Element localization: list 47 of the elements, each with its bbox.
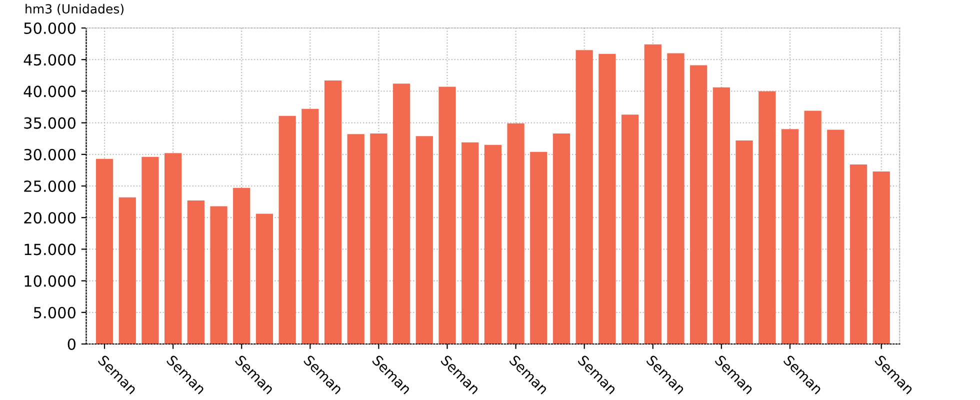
bar (392, 84, 410, 344)
bar (256, 214, 274, 344)
y-tick-label: 10.000 (24, 275, 76, 287)
bar (370, 134, 388, 344)
y-tick-label: 40.000 (24, 86, 76, 98)
bar (758, 91, 776, 344)
bar (804, 110, 822, 344)
bar (233, 188, 250, 344)
bar (507, 123, 524, 344)
bar (576, 50, 593, 344)
bar (462, 142, 479, 344)
y-tick-label: 0 (68, 338, 76, 350)
y-tick-label: 20.000 (24, 212, 76, 224)
bar (438, 86, 456, 344)
bar (164, 153, 182, 344)
bar (484, 144, 502, 344)
bar (827, 130, 844, 344)
bar (872, 171, 890, 344)
bar (416, 136, 433, 344)
bar (667, 53, 684, 344)
y-tick-label: 50.000 (24, 22, 76, 34)
bar (210, 206, 228, 344)
bar (347, 134, 364, 344)
bar (644, 44, 662, 344)
bar (302, 108, 319, 344)
bar (278, 116, 296, 344)
bar (324, 80, 342, 344)
y-tick-label: 35.000 (24, 117, 76, 129)
bar (850, 164, 868, 344)
y-tick-label: 15.000 (24, 244, 76, 256)
bar (187, 200, 204, 344)
bar (96, 158, 114, 344)
bar (781, 129, 799, 344)
bar (690, 65, 708, 344)
y-tick-label: 30.000 (24, 148, 76, 160)
y-tick-label: 5.000 (34, 306, 76, 318)
y-tick-label: 25.000 (24, 180, 76, 192)
bar (598, 54, 616, 344)
bar (736, 140, 753, 344)
y-tick-label: 45.000 (24, 54, 76, 66)
bar (552, 134, 570, 344)
bar (621, 114, 639, 344)
bar (712, 87, 730, 344)
bar (530, 152, 548, 344)
bar (142, 156, 159, 344)
bar (118, 197, 136, 344)
y-axis-title: hm3 (Unidades) (26, 4, 124, 16)
